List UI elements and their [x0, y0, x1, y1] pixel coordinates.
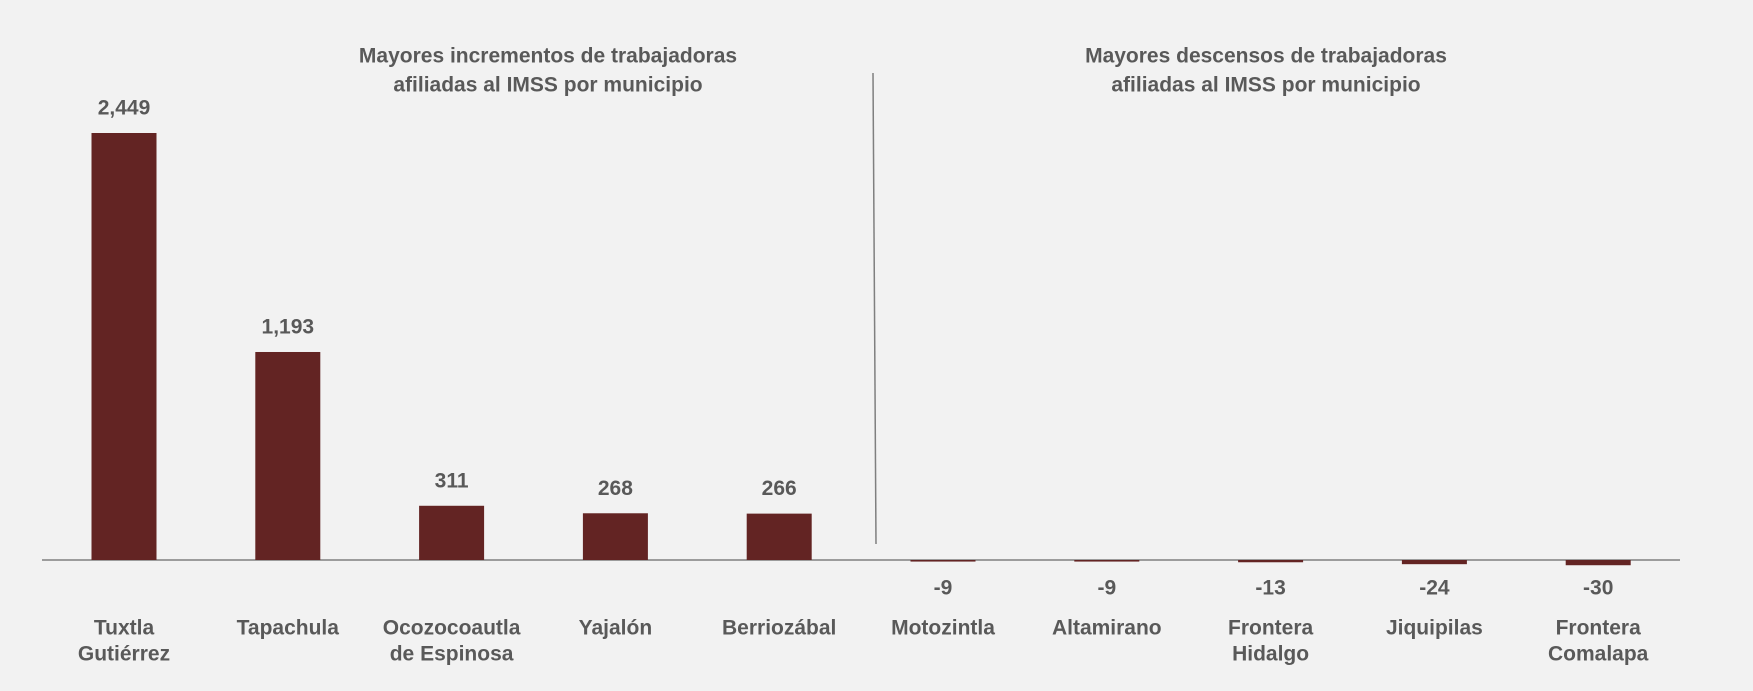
bar [910, 560, 976, 562]
x-tick-label: Gutiérrez [78, 643, 170, 666]
value-label: 266 [762, 477, 797, 500]
value-label: -9 [934, 577, 953, 600]
panel-title: afiliadas al IMSS por municipio [393, 74, 702, 97]
bar [91, 133, 157, 560]
x-tick-label: Frontera [1228, 617, 1314, 640]
x-tick-label: Motozintla [891, 617, 995, 640]
x-tick-label: de Espinosa [390, 643, 514, 666]
x-tick-label: Hidalgo [1232, 643, 1309, 666]
separator [872, 72, 877, 545]
x-tick-label: Jiquipilas [1386, 617, 1483, 640]
bar [1074, 560, 1140, 562]
bar [582, 513, 648, 560]
bar [419, 505, 485, 560]
x-tick-label: Tuxtla [94, 617, 155, 640]
panel-title: afiliadas al IMSS por municipio [1111, 74, 1420, 97]
panel-title: Mayores incrementos de trabajadoras [359, 45, 737, 68]
bar [1565, 560, 1631, 566]
x-tick-label: Berriozábal [722, 617, 836, 640]
value-label: 1,193 [262, 316, 315, 339]
value-label: -13 [1255, 577, 1285, 600]
value-label: 2,449 [98, 97, 151, 120]
value-label: -9 [1097, 577, 1116, 600]
x-tick-label: Altamirano [1052, 617, 1162, 640]
value-label: 311 [435, 469, 469, 492]
value-label: -30 [1583, 577, 1613, 600]
bar [746, 513, 812, 560]
x-tick-label: Tapachula [237, 617, 340, 640]
x-tick-label: Yajalón [579, 617, 653, 640]
panel-title: Mayores descensos de trabajadoras [1085, 45, 1447, 68]
x-tick-label: Comalapa [1548, 643, 1649, 666]
bar [1238, 560, 1304, 563]
x-tick-label: Frontera [1556, 617, 1642, 640]
x-tick-label: Ocozocoautla [383, 617, 521, 640]
value-label: 268 [598, 477, 633, 500]
value-label: -24 [1419, 577, 1450, 600]
bar [1401, 560, 1467, 565]
bar [255, 351, 321, 560]
